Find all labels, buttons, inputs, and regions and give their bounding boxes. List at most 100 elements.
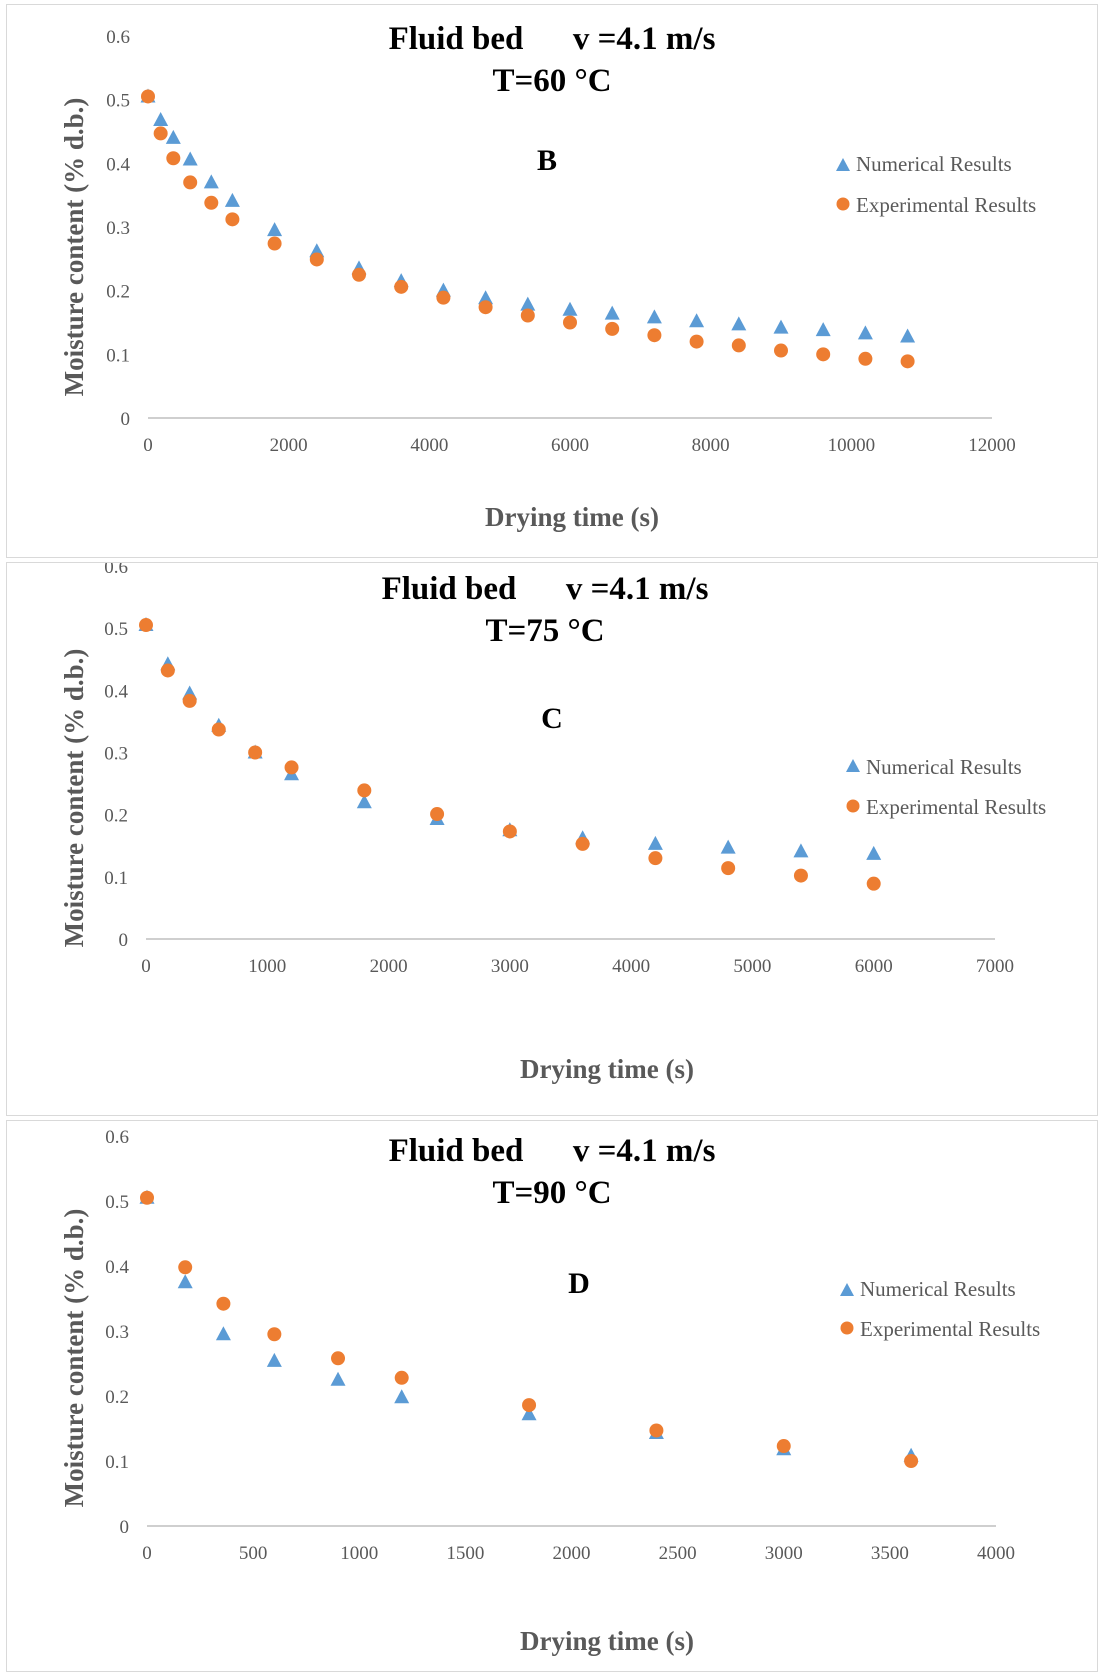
x-tick-label: 8000 — [692, 435, 730, 456]
x-tick-label: 4000 — [612, 956, 650, 977]
experimental-point — [394, 279, 409, 294]
chart-d-svg: Fluid bed v =4.1 m/s T=90 °C D Drying ti… — [59, 1127, 1040, 1656]
experimental-point — [141, 89, 155, 104]
y-tick-label: 0 — [121, 409, 131, 430]
y-tick-label: 0.1 — [104, 868, 128, 889]
numerical-point — [394, 1389, 410, 1404]
numerical-point — [330, 1371, 346, 1386]
panel-label: D — [568, 1267, 590, 1300]
numerical-point — [793, 843, 809, 858]
experimental-point — [204, 195, 219, 210]
numerical-point — [773, 319, 789, 334]
y-tick-label: 0 — [120, 1517, 130, 1538]
chart-subtitle: T=60 °C — [492, 63, 611, 99]
numerical-point — [900, 328, 916, 343]
y-tick-label: 0.5 — [104, 619, 128, 640]
legend-label-numerical: Numerical Results — [856, 152, 1012, 176]
x-tick-label: 2000 — [370, 956, 408, 977]
numerical-point — [153, 112, 169, 127]
experimental-point — [166, 151, 181, 166]
numerical-point — [562, 301, 578, 316]
experimental-point — [900, 354, 915, 369]
y-tick-label: 0.6 — [106, 27, 130, 48]
numerical-point — [478, 290, 494, 305]
chart-c-svg: Fluid bed v =4.1 m/s T=75 °C C Drying ti… — [59, 563, 1046, 1084]
y-tick-label: 0.5 — [106, 91, 130, 112]
experimental-point — [502, 824, 517, 839]
x-tick-label: 2000 — [270, 435, 308, 456]
y-tick-label: 0.4 — [104, 681, 128, 702]
series-numerical — [140, 88, 916, 343]
numerical-point — [689, 313, 705, 328]
chart-title: Fluid bed v =4.1 m/s — [389, 1133, 716, 1169]
experimental-point — [140, 1190, 154, 1205]
y-tick-label: 0.2 — [106, 282, 130, 303]
numerical-point — [215, 1326, 231, 1341]
x-tick-label: 2000 — [553, 1543, 591, 1564]
numerical-point — [731, 316, 747, 331]
y-tick-label: 0 — [119, 930, 129, 951]
y-tick-label: 0.3 — [105, 1322, 129, 1343]
x-tick-label: 3000 — [491, 956, 529, 977]
axes: 0 2000 4000 6000 8000 10000 12000 0 0.1 0.2 0.3 0.4… — [106, 27, 1016, 456]
experimental-point — [183, 175, 198, 190]
x-axis-title: Drying time (s) — [485, 502, 659, 532]
experimental-point — [478, 300, 493, 315]
legend-label-numerical: Numerical Results — [866, 755, 1022, 779]
numerical-point — [266, 1352, 282, 1367]
experimental-point — [904, 1454, 919, 1468]
numerical-point — [267, 222, 283, 237]
legend-circle-icon — [846, 799, 860, 813]
numerical-point — [815, 322, 831, 337]
legend-item-experimental: Experimental Results — [840, 1317, 1040, 1341]
numerical-point — [720, 839, 736, 854]
experimental-point — [182, 693, 197, 708]
experimental-point — [858, 351, 873, 366]
chart-panel-b: Fluid bed v =4.1 m/s T=60 °C B Drying ti… — [6, 4, 1098, 558]
legend-triangle-icon — [836, 158, 850, 171]
x-tick-label: 7000 — [976, 956, 1014, 977]
experimental-point — [267, 236, 282, 251]
y-axis-title: Moisture content (% d.b.) — [59, 98, 89, 397]
series-experimental — [140, 1190, 919, 1468]
chart-panel-d: Fluid bed v =4.1 m/s T=90 °C D Drying ti… — [6, 1120, 1098, 1672]
legend-item-numerical: Numerical Results — [846, 755, 1022, 779]
x-tick-label: 4000 — [977, 1543, 1015, 1564]
legend-label-numerical: Numerical Results — [860, 1277, 1016, 1301]
experimental-point — [575, 836, 590, 851]
numerical-point — [520, 296, 536, 311]
y-tick-label: 0.6 — [105, 1127, 129, 1148]
experimental-point — [352, 267, 366, 282]
experimental-point — [160, 663, 175, 678]
experimental-point — [647, 328, 662, 343]
experimental-point — [248, 745, 263, 760]
legend-circle-icon — [836, 197, 850, 211]
x-tick-label: 10000 — [828, 435, 876, 456]
numerical-point — [224, 192, 240, 207]
experimental-point — [776, 1439, 791, 1454]
legend-triangle-icon — [840, 1283, 854, 1296]
y-tick-label: 0.1 — [106, 345, 130, 366]
experimental-point — [430, 807, 445, 822]
experimental-point — [153, 126, 168, 141]
series-numerical — [138, 617, 882, 860]
legend-item-experimental: Experimental Results — [836, 193, 1036, 217]
legend-label-experimental: Experimental Results — [860, 1317, 1040, 1341]
numerical-point — [866, 845, 882, 860]
chart-subtitle: T=90 °C — [492, 1175, 611, 1211]
y-tick-label: 0.3 — [104, 744, 128, 765]
experimental-point — [563, 315, 577, 330]
numerical-point — [203, 174, 219, 189]
x-axis-title: Drying time (s) — [520, 1054, 694, 1084]
x-tick-label: 1000 — [248, 956, 286, 977]
chart-b-svg: Fluid bed v =4.1 m/s T=60 °C B Drying ti… — [59, 21, 1036, 532]
experimental-point — [331, 1351, 346, 1366]
series-experimental — [139, 618, 881, 891]
y-tick-label: 0.2 — [104, 806, 128, 827]
experimental-point — [139, 618, 153, 633]
experimental-point — [731, 338, 746, 353]
experimental-point — [284, 760, 299, 775]
numerical-point — [356, 794, 372, 809]
numerical-point — [604, 305, 620, 320]
panel-label: B — [537, 144, 557, 177]
